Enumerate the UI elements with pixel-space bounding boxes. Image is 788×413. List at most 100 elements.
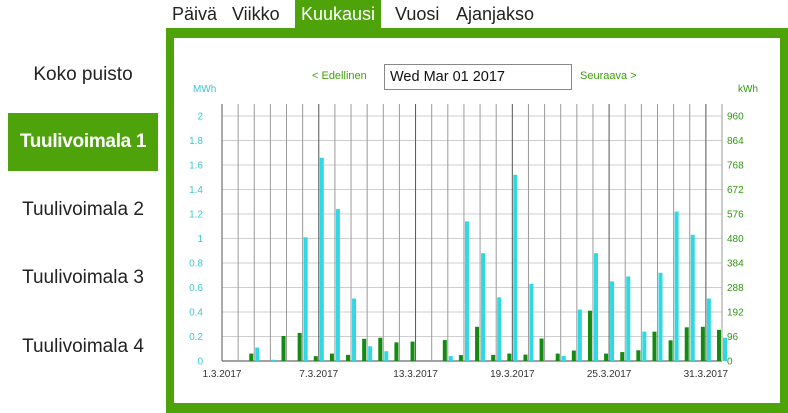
bar-mwh [610, 281, 615, 361]
y-tick-label-right: 960 [727, 112, 744, 123]
x-tick-label: 31.3.2017 [684, 369, 729, 380]
y-tick-label-left: 1.4 [189, 185, 203, 196]
bars [249, 157, 727, 361]
bar-mwh [658, 272, 663, 361]
sidebar-item-tuulivoimala-2[interactable]: Tuulivoimala 2 [22, 199, 144, 220]
y-tick-label-right: 768 [727, 161, 744, 172]
bar-kwh [297, 332, 302, 361]
bar-kwh [378, 337, 383, 361]
bar-kwh [346, 354, 351, 361]
bar-mwh [335, 209, 340, 361]
y-tick-label-left: 0.2 [189, 332, 203, 343]
y-tick-label-left: 0.6 [189, 283, 203, 294]
bar-mwh [368, 346, 373, 361]
bar-kwh [668, 340, 673, 361]
bar-kwh [636, 350, 641, 361]
date-input[interactable] [384, 64, 572, 90]
y-tick-label-left: 1.6 [189, 161, 203, 172]
bar-mwh [626, 276, 631, 361]
bar-kwh [442, 340, 447, 361]
tab-paiva[interactable]: Päivä [172, 4, 218, 24]
bar-mwh [674, 211, 679, 361]
tab-vuosi[interactable]: Vuosi [395, 4, 440, 24]
bar-kwh [620, 352, 625, 361]
y-tick-label-left: 1 [197, 234, 203, 245]
bar-mwh [303, 237, 308, 361]
y-tick-label-right: 672 [727, 185, 744, 196]
y-tick-label-left: 0.4 [189, 308, 203, 319]
bar-kwh [717, 329, 721, 361]
bar-mwh [642, 331, 647, 361]
bar-kwh [700, 326, 705, 361]
x-tick-label: 25.3.2017 [587, 369, 632, 380]
bar-kwh [394, 342, 399, 361]
tab-kuukausi[interactable]: Kuukausi [295, 0, 382, 28]
sidebar-item-koko-puisto[interactable]: Koko puisto [33, 64, 133, 85]
bar-kwh [684, 327, 689, 361]
y-tick-label-right: 384 [727, 259, 744, 270]
bar-kwh [587, 310, 592, 361]
y-tick-label-left: 2 [197, 112, 203, 123]
tab-viikko[interactable]: Viikko [232, 4, 280, 24]
y-tick-label-left: 1.2 [189, 210, 203, 221]
y-tick-label-right: 576 [727, 210, 744, 221]
bar-kwh [571, 350, 576, 361]
bar-kwh [281, 335, 286, 361]
bar-mwh [529, 283, 534, 361]
bar-mwh [384, 351, 389, 361]
bar-kwh [362, 338, 367, 361]
bar-mwh [255, 347, 260, 361]
bar-mwh [706, 298, 711, 361]
x-tick-label: 7.3.2017 [299, 369, 338, 380]
bar-mwh [464, 221, 469, 361]
y-tick-label-right: 0 [727, 357, 733, 368]
x-tick-label: 13.3.2017 [393, 369, 438, 380]
bar-mwh [577, 309, 582, 361]
y-tick-label-right: 288 [727, 283, 744, 294]
tab-ajanjakso[interactable]: Ajanjakso [456, 4, 535, 24]
bar-kwh [249, 353, 254, 361]
y-tick-label-right: 480 [727, 234, 744, 245]
date-navigation: < Edellinen Seuraava > [174, 58, 780, 94]
chart-panel: < Edellinen Seuraava > MWh kWh 0 0.2 0.4 0.… [174, 38, 780, 403]
sidebar-item-tuulivoimala-1[interactable]: Tuulivoimala 1 [8, 113, 158, 171]
bar-kwh [652, 331, 657, 361]
bar-kwh [523, 354, 528, 361]
y-tick-label-right: 192 [727, 308, 744, 319]
bar-kwh [555, 353, 560, 361]
sidebar: Koko puisto Tuulivoimala 1 Tuulivoimala … [0, 0, 165, 413]
bar-kwh [604, 353, 609, 361]
bar-kwh [458, 355, 463, 361]
y-tick-label-right: 96 [727, 332, 739, 343]
x-tick-label: 19.3.2017 [490, 369, 535, 380]
y-tick-label-left: 0 [197, 357, 203, 368]
bar-mwh [352, 298, 357, 361]
bar-mwh [690, 234, 695, 361]
bar-mwh [448, 356, 453, 361]
sidebar-item-tuulivoimala-4[interactable]: Tuulivoimala 4 [22, 336, 144, 357]
next-link[interactable]: Seuraava > [580, 70, 637, 82]
bar-mwh [513, 174, 518, 361]
bar-kwh [313, 356, 318, 361]
bar-kwh [475, 326, 480, 361]
grid [221, 104, 723, 362]
bar-kwh [507, 353, 512, 361]
bar-mwh [723, 337, 727, 361]
y-tick-label-right: 864 [727, 136, 744, 147]
x-tick-label: 1.3.2017 [203, 369, 242, 380]
y-axis-label-left: MWh [193, 84, 216, 95]
bar-mwh [271, 359, 276, 361]
bar-mwh [561, 356, 566, 361]
sidebar-item-tuulivoimala-3[interactable]: Tuulivoimala 3 [22, 267, 144, 288]
bar-mwh [593, 253, 598, 361]
bar-mwh [319, 157, 324, 361]
y-tick-label-left: 0.8 [189, 259, 203, 270]
bar-mwh [481, 253, 486, 361]
chart-frame: < Edellinen Seuraava > MWh kWh 0 0.2 0.4 0.… [166, 28, 788, 413]
previous-link[interactable]: < Edellinen [312, 70, 367, 82]
energy-bar-chart: MWh kWh 0 0.2 0.4 0.6 0.8 1 1.2 1.4 1.6 1.8 2 0 96 19… [189, 84, 758, 380]
y-tick-label-left: 1.8 [189, 136, 203, 147]
bar-kwh [491, 354, 496, 361]
bar-kwh [329, 353, 334, 361]
bar-mwh [497, 297, 502, 361]
